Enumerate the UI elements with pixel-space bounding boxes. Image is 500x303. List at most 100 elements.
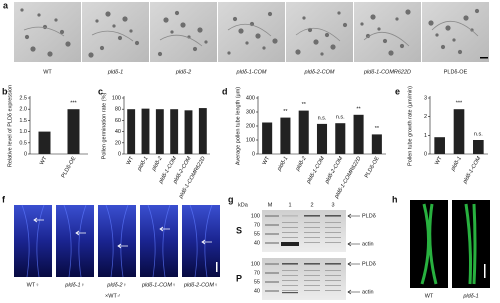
pollen bbox=[370, 14, 376, 20]
scale-bar bbox=[480, 57, 488, 59]
arrow bbox=[159, 226, 170, 232]
y-tick-label: 0 bbox=[252, 151, 255, 157]
genotype-label: pldδ-2 bbox=[175, 69, 191, 75]
genotype-label: pldδ-2-COM♀ bbox=[183, 282, 218, 288]
gel-band bbox=[304, 290, 320, 291]
marker-band bbox=[265, 281, 279, 283]
y-tick-label: 0 bbox=[24, 151, 27, 157]
marker-label: 55 bbox=[254, 279, 260, 285]
pollen bbox=[88, 52, 94, 58]
pollen bbox=[59, 29, 65, 35]
x-tick-label: pldδ-2 bbox=[294, 156, 307, 173]
gel-band bbox=[325, 275, 341, 276]
bar bbox=[262, 122, 273, 154]
x-tick-label: WT bbox=[39, 155, 49, 166]
cross-label: ×WT♂ bbox=[105, 293, 121, 299]
pollen bbox=[117, 35, 123, 41]
significance: *** bbox=[456, 101, 463, 107]
pollen bbox=[163, 17, 169, 23]
pistil bbox=[189, 204, 213, 278]
pollen bbox=[105, 11, 111, 17]
gel-band bbox=[325, 232, 341, 233]
x-tick-label: pldδ-1-COM bbox=[462, 155, 483, 185]
pollen bbox=[399, 43, 405, 49]
pollen bbox=[342, 22, 348, 28]
y-tick-label: 3 bbox=[424, 95, 427, 101]
pollen bbox=[377, 27, 381, 31]
x-tick-label: pldδ-2-COM bbox=[324, 155, 345, 185]
lane-label: M bbox=[268, 202, 273, 208]
pollen bbox=[365, 33, 371, 39]
gel-band bbox=[304, 285, 320, 286]
band-label: actin bbox=[362, 289, 374, 295]
gel-band bbox=[304, 222, 320, 223]
x-tick-label: WT bbox=[434, 155, 444, 166]
arrow bbox=[347, 213, 360, 219]
x-tick-label: pldδ-1 bbox=[136, 156, 149, 173]
y-tick-label: 2 bbox=[424, 114, 427, 120]
bar bbox=[316, 123, 328, 154]
bar bbox=[434, 137, 445, 154]
actin-filaments bbox=[420, 203, 438, 285]
marker-band bbox=[265, 272, 279, 274]
pollen bbox=[238, 28, 244, 34]
gel-band bbox=[325, 227, 341, 228]
gel-band bbox=[282, 232, 298, 233]
marker-band bbox=[265, 233, 279, 235]
pollen-tube bbox=[363, 32, 410, 47]
pistil bbox=[21, 204, 45, 278]
marker-label: 40 bbox=[254, 240, 260, 246]
gel-band bbox=[282, 215, 298, 217]
x-tick-label: pldδ-1 bbox=[276, 156, 289, 173]
significance: ** bbox=[375, 126, 380, 132]
marker-band bbox=[265, 263, 279, 265]
actin-filaments bbox=[464, 203, 477, 285]
panel-label: f bbox=[2, 194, 6, 204]
y-axis-title: Average pollen tube length (μm) bbox=[235, 87, 241, 165]
actin-band bbox=[281, 242, 299, 246]
pollen bbox=[360, 22, 364, 26]
marker-label: 100 bbox=[251, 261, 260, 267]
genotype-label: pldδ-1 bbox=[462, 293, 478, 299]
marker-label: 70 bbox=[254, 222, 260, 228]
actin-band bbox=[282, 292, 298, 294]
pistil bbox=[63, 204, 87, 278]
gel-band bbox=[325, 285, 341, 286]
y-tick-label: 0 bbox=[424, 151, 427, 157]
lane-label: 2 bbox=[310, 202, 313, 208]
fluorescence-image bbox=[56, 205, 94, 277]
pollen bbox=[47, 51, 53, 57]
gel-band bbox=[282, 222, 298, 223]
scale-bar bbox=[484, 264, 486, 278]
band-label: actin bbox=[362, 241, 374, 247]
fraction-label: S bbox=[236, 225, 242, 235]
pollen-tube bbox=[159, 34, 203, 47]
gel-band bbox=[282, 227, 298, 228]
gel-band bbox=[304, 232, 320, 233]
panel-label: c bbox=[98, 86, 103, 96]
gel-band bbox=[325, 263, 341, 265]
genotype-label: WT bbox=[43, 69, 52, 75]
pollen bbox=[112, 24, 116, 28]
pollen bbox=[313, 39, 319, 45]
y-tick-label: 60 bbox=[115, 118, 121, 124]
x-tick-label: WT bbox=[126, 155, 136, 166]
y-axis-title: Relative level of PLDδ expression bbox=[7, 85, 13, 167]
significance: n.s. bbox=[336, 115, 345, 121]
x-tick-label: pldδ-2 bbox=[150, 156, 163, 173]
y-tick-label: 400 bbox=[246, 95, 255, 101]
x-tick-label: PLDδ-OE bbox=[61, 155, 78, 179]
panel-label: b bbox=[2, 86, 8, 96]
arrow bbox=[33, 217, 44, 223]
y-tick-label: 2.0 bbox=[19, 107, 27, 113]
arrow bbox=[347, 261, 360, 267]
pollen bbox=[232, 16, 238, 22]
genotype-label: pldδ-2♀ bbox=[106, 282, 126, 288]
marker-label: 40 bbox=[254, 288, 260, 294]
bar bbox=[280, 117, 291, 154]
pollen-tube bbox=[431, 21, 479, 37]
genotype-label: WT bbox=[425, 293, 434, 299]
significance: ** bbox=[302, 102, 307, 108]
pollen bbox=[204, 40, 208, 44]
